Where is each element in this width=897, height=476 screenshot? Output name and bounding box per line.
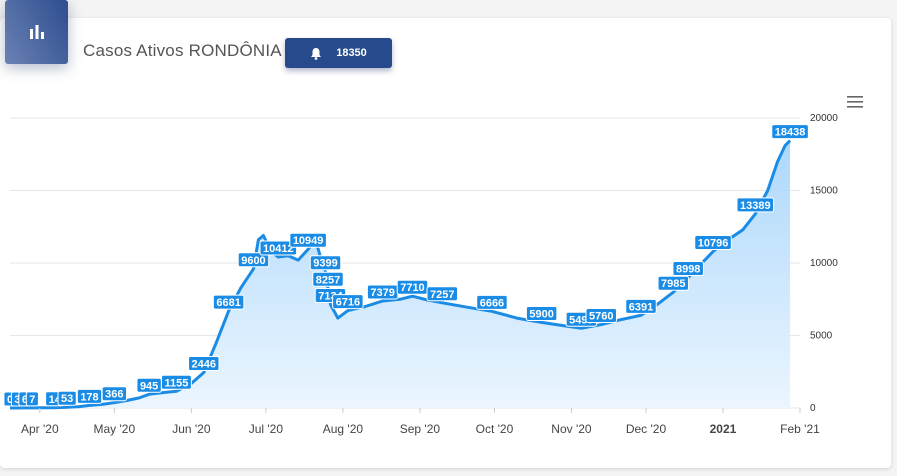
x-tick-label: Jun '20	[172, 422, 211, 436]
data-label: 8998	[672, 261, 704, 277]
svg-text:6: 6	[22, 394, 28, 406]
svg-text:178: 178	[80, 391, 98, 403]
y-tick-label: 0	[810, 403, 816, 414]
svg-text:8257: 8257	[316, 274, 340, 286]
svg-text:2446: 2446	[192, 359, 216, 371]
x-tick-label: Apr '20	[21, 422, 59, 436]
data-label: 366	[101, 386, 128, 402]
badge-value: 18350	[336, 47, 367, 59]
data-label: 7710	[396, 279, 429, 295]
svg-text:5900: 5900	[529, 308, 553, 320]
data-label: 7379	[366, 284, 399, 300]
y-tick-label: 15000	[810, 186, 838, 197]
svg-text:6391: 6391	[629, 301, 653, 313]
svg-text:7: 7	[29, 394, 35, 406]
data-label: 945	[136, 377, 162, 393]
x-tick-label: Jul '20	[249, 422, 284, 436]
svg-text:7379: 7379	[370, 287, 394, 299]
data-label: 1155	[161, 374, 192, 390]
x-tick-label: Dec '20	[626, 422, 667, 436]
series-line	[10, 139, 792, 410]
data-label: 10949	[289, 232, 327, 248]
data-label: 2446	[188, 356, 220, 372]
data-label: 6391	[625, 298, 657, 314]
data-label: 7257	[426, 286, 459, 302]
bell-icon	[311, 47, 322, 60]
data-label: 5900	[525, 305, 558, 321]
data-label: 18438	[771, 124, 809, 140]
svg-text:9399: 9399	[313, 258, 337, 270]
y-tick-label: 5000	[810, 331, 833, 342]
svg-text:0: 0	[7, 394, 13, 406]
svg-text:6681: 6681	[216, 297, 240, 309]
data-label: 9600	[237, 252, 270, 268]
svg-text:53: 53	[61, 393, 73, 405]
data-label: 7985	[657, 275, 690, 291]
svg-text:10796: 10796	[698, 237, 729, 249]
svg-text:7710: 7710	[400, 282, 424, 294]
svg-text:18438: 18438	[775, 127, 806, 139]
hamburger-menu-icon[interactable]	[846, 95, 864, 109]
series-area	[10, 140, 791, 408]
data-label: 10796	[694, 234, 732, 250]
svg-text:10412: 10412	[263, 243, 294, 255]
svg-text:6716: 6716	[336, 297, 360, 309]
svg-text:10949: 10949	[293, 235, 324, 247]
svg-text:5760: 5760	[589, 310, 613, 322]
svg-text:945: 945	[140, 380, 158, 392]
data-label: 9399	[309, 255, 342, 271]
x-tick-label: Nov '20	[551, 422, 592, 436]
chart-header-tile	[5, 0, 68, 64]
data-label: 7	[25, 391, 39, 407]
svg-text:7257: 7257	[430, 289, 454, 301]
x-tick-label: Oct '20	[476, 422, 514, 436]
y-tick-label: 10000	[810, 258, 838, 269]
data-label: 53	[57, 390, 77, 406]
data-label: 6716	[332, 294, 364, 310]
bar-chart-icon	[29, 25, 44, 39]
data-label: 6681	[212, 294, 245, 310]
active-cases-badge[interactable]: 18350	[285, 38, 392, 68]
data-label: 5760	[585, 307, 618, 323]
svg-text:1155: 1155	[165, 377, 189, 389]
data-label: 8257	[312, 271, 344, 287]
data-label: 178	[76, 388, 103, 404]
data-label: 6666	[476, 294, 508, 310]
y-tick-label: 20000	[810, 113, 838, 124]
svg-text:6666: 6666	[480, 297, 504, 309]
data-label: 10412	[259, 240, 298, 256]
x-tick-label: Feb '21	[780, 422, 820, 436]
svg-text:366: 366	[105, 389, 123, 401]
svg-text:8998: 8998	[676, 264, 700, 276]
data-label: 13389	[736, 197, 775, 213]
x-tick-label: Aug '20	[323, 422, 364, 436]
x-tick-label: 2021	[710, 422, 737, 436]
svg-text:9600: 9600	[241, 255, 265, 267]
x-tick-label: Sep '20	[400, 422, 441, 436]
x-tick-label: May '20	[94, 422, 136, 436]
chart-title: Casos Ativos RONDÔNIA	[83, 41, 282, 60]
svg-text:7985: 7985	[661, 278, 685, 290]
svg-text:13389: 13389	[740, 200, 771, 212]
svg-text:3: 3	[14, 394, 20, 406]
